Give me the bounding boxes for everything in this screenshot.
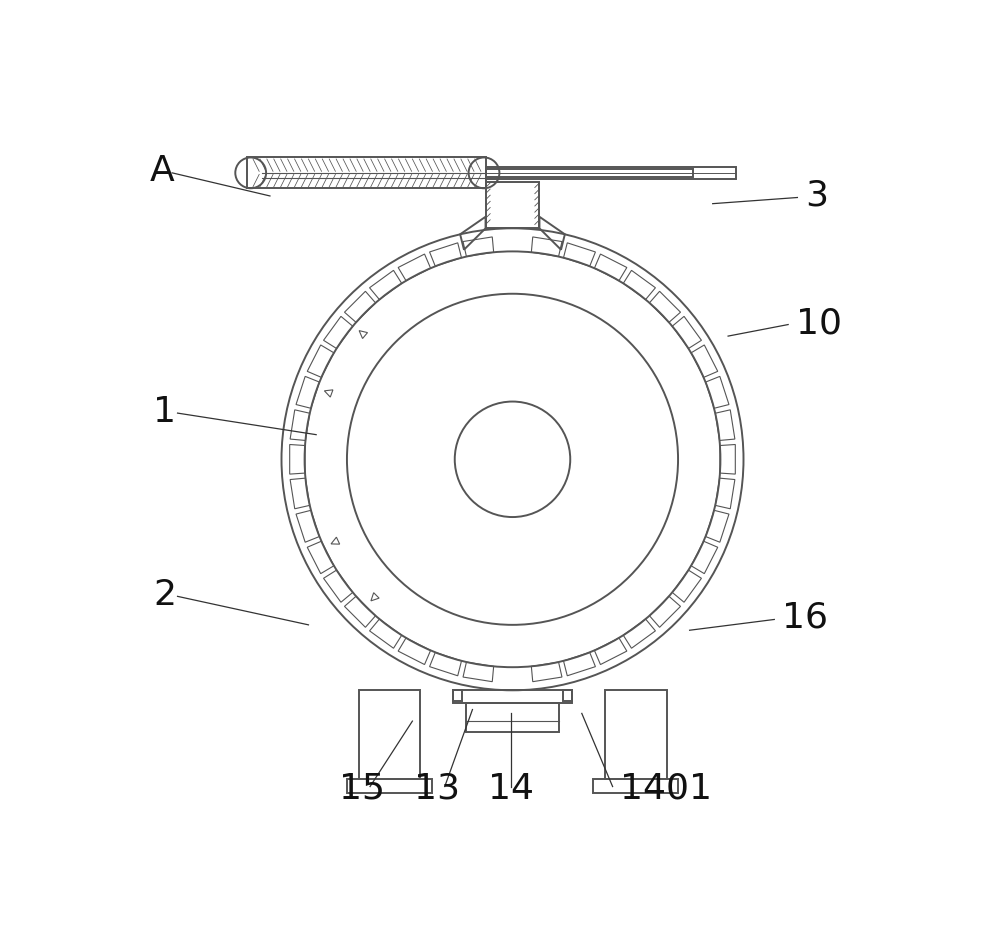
Bar bbox=[486, 166, 736, 179]
Text: 14: 14 bbox=[488, 772, 534, 806]
Text: 16: 16 bbox=[782, 601, 828, 634]
Bar bbox=[453, 690, 572, 702]
Text: 13: 13 bbox=[414, 772, 460, 806]
Bar bbox=[453, 690, 462, 701]
Text: 3: 3 bbox=[805, 179, 828, 213]
Text: 1: 1 bbox=[153, 395, 176, 429]
Bar bbox=[247, 158, 486, 188]
Bar bbox=[486, 169, 693, 177]
Text: A: A bbox=[150, 153, 175, 188]
Bar bbox=[593, 779, 678, 792]
Bar bbox=[466, 702, 559, 732]
Bar bbox=[358, 690, 420, 779]
Text: 15: 15 bbox=[339, 772, 385, 806]
Bar bbox=[347, 779, 432, 792]
Bar bbox=[563, 690, 572, 701]
Bar bbox=[486, 182, 539, 228]
Text: 10: 10 bbox=[796, 306, 842, 340]
Bar bbox=[605, 690, 667, 779]
Text: 2: 2 bbox=[153, 578, 176, 612]
Text: 1401: 1401 bbox=[620, 772, 712, 806]
